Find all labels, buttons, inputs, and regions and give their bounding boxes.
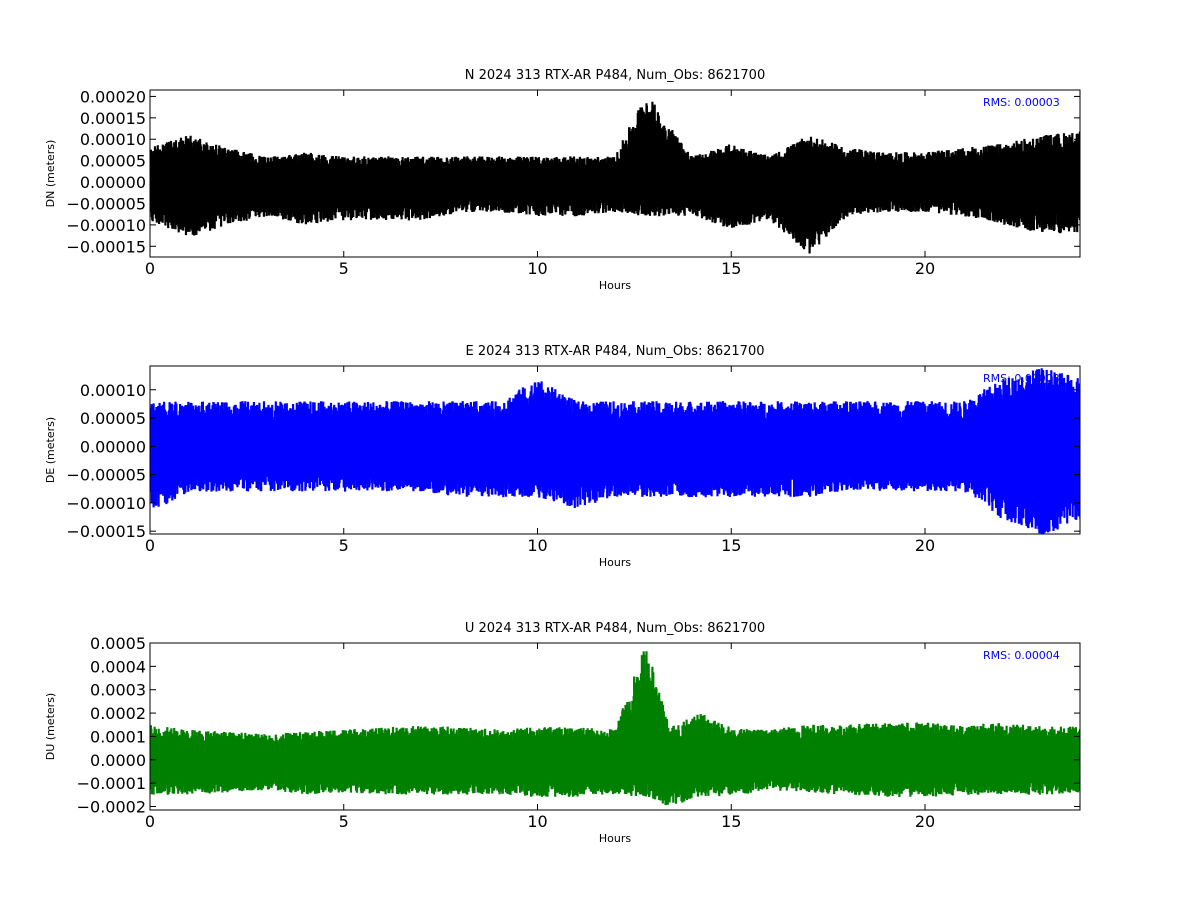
y-tick-label: −0.0002 [77, 797, 146, 816]
y-tick-label: 0.00020 [80, 87, 146, 106]
rms-annotation: RMS: 0.00004 [983, 649, 1060, 662]
axes-frame [149, 365, 1081, 535]
series-line [150, 651, 1080, 806]
y-tick-label: 0.00015 [80, 109, 146, 128]
x-tick-label: 15 [721, 536, 741, 555]
y-tick-label: 0.00010 [80, 381, 146, 400]
y-tick-label: 0.0000 [90, 751, 146, 770]
series-line [150, 101, 1080, 254]
y-tick-label: 0.0003 [90, 681, 146, 700]
y-tick-label: −0.0001 [77, 774, 146, 793]
series-line [150, 368, 1080, 534]
y-tick-label: 0.00010 [80, 130, 146, 149]
x-axis-label: Hours [599, 556, 631, 569]
x-tick-label: 15 [721, 259, 741, 278]
y-tick-label: −0.00005 [66, 194, 146, 213]
x-axis-label: Hours [599, 832, 631, 845]
x-tick-label: 0 [145, 536, 155, 555]
panel-2: 0 5 10 15 20 −0.00015 −0.00010 −0.00005 0.00000 0… [44, 344, 1081, 569]
y-tick-label: −0.00010 [66, 216, 146, 235]
x-tick-label: 5 [339, 812, 349, 831]
y-tick-label: −0.00005 [66, 466, 146, 485]
y-tick-label: 0.00005 [80, 152, 146, 171]
rms-annotation: RMS: 0.00003 [983, 372, 1060, 385]
x-tick-label: 5 [339, 536, 349, 555]
y-tick-label: 0.00000 [80, 173, 146, 192]
panel-1: 0 5 10 15 20 −0.00015 −0.00010 −0.00005 0.00000 0… [44, 68, 1081, 292]
x-tick-label: 5 [339, 259, 349, 278]
panel-3: 0 5 10 15 20 −0.0002 −0.0001 0.0000 0.0001 0.0002… [44, 621, 1081, 845]
y-tick-label: 0.0005 [90, 634, 146, 653]
y-tick-label: −0.00015 [66, 522, 146, 541]
x-tick-label: 15 [721, 812, 741, 831]
y-tick-label: 0.0002 [90, 704, 146, 723]
y-tick-label: 0.0004 [90, 657, 146, 676]
y-axis-label: DE (meters) [44, 417, 57, 483]
rms-annotation: RMS: 0.00003 [983, 96, 1060, 109]
y-axis-label: DN (meters) [44, 140, 57, 208]
x-tick-label: 20 [915, 536, 935, 555]
x-tick-label: 10 [527, 259, 547, 278]
chart-title: U 2024 313 RTX-AR P484, Num_Obs: 8621700 [465, 621, 765, 636]
x-tick-label: 10 [527, 812, 547, 831]
x-tick-label: 10 [527, 536, 547, 555]
y-tick-label: −0.00015 [66, 237, 146, 256]
x-tick-label: 20 [915, 259, 935, 278]
x-tick-label: 0 [145, 812, 155, 831]
x-tick-label: 0 [145, 259, 155, 278]
x-tick-label: 20 [915, 812, 935, 831]
x-axis-label: Hours [599, 279, 631, 292]
y-tick-label: 0.00000 [80, 437, 146, 456]
y-tick-label: −0.00010 [66, 494, 146, 513]
y-tick-label: 0.00005 [80, 409, 146, 428]
axes-frame [149, 642, 1081, 811]
chart-title: E 2024 313 RTX-AR P484, Num_Obs: 8621700 [466, 344, 765, 359]
y-axis-label: DU (meters) [44, 693, 57, 760]
chart-title: N 2024 313 RTX-AR P484, Num_Obs: 8621700 [465, 68, 765, 83]
y-tick-label: 0.0001 [90, 727, 146, 746]
axes-frame [149, 89, 1081, 258]
